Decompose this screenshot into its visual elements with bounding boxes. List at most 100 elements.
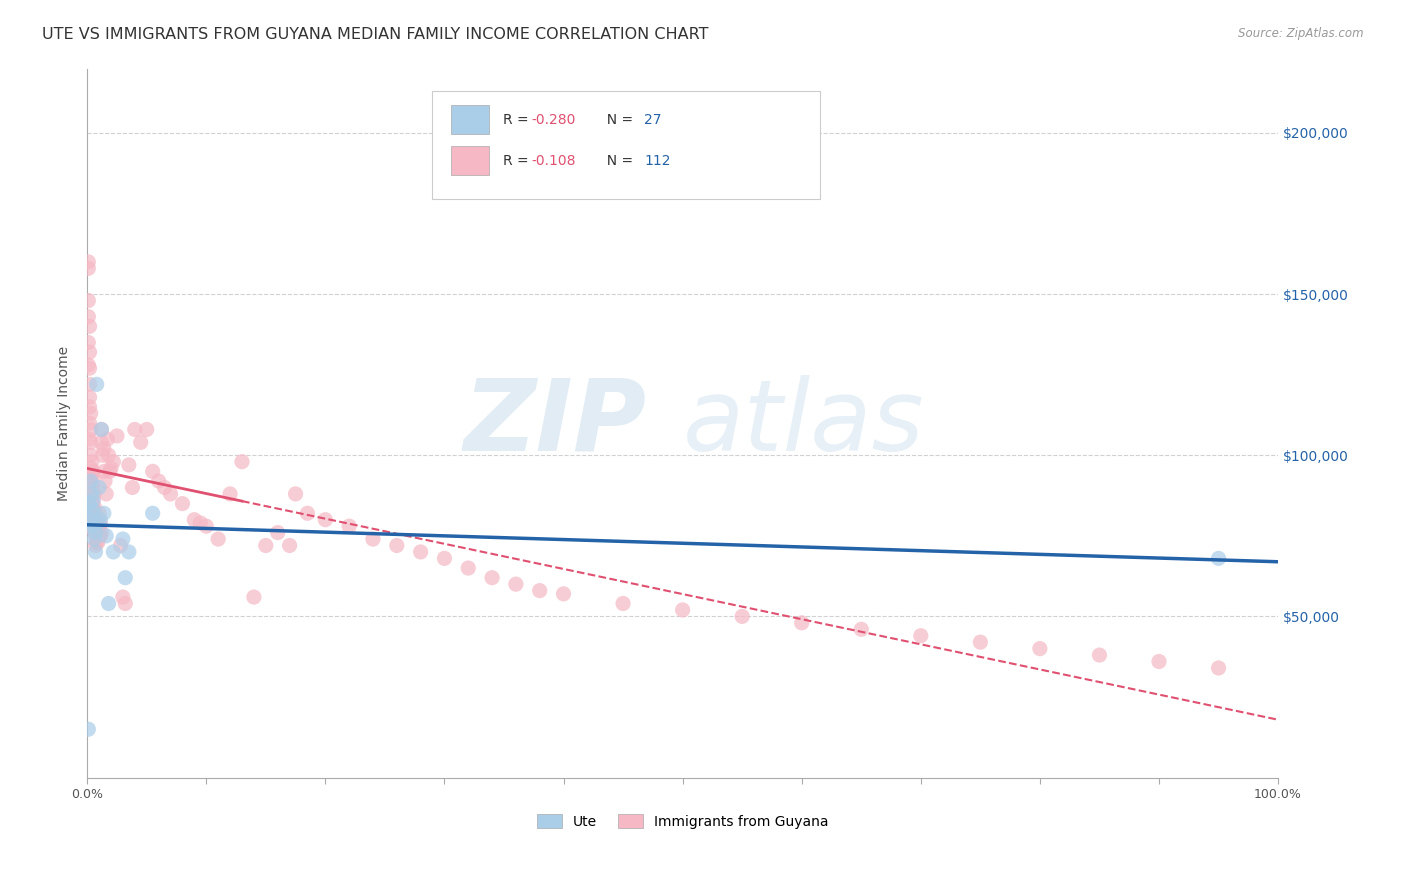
Point bbox=[82, 481, 104, 495]
Point bbox=[82, 493, 104, 508]
Point bbox=[80, 506, 103, 520]
Point bbox=[84, 506, 107, 520]
Point bbox=[80, 435, 103, 450]
Point bbox=[135, 422, 157, 436]
Point bbox=[731, 609, 754, 624]
Point bbox=[93, 442, 115, 456]
Text: -0.280: -0.280 bbox=[531, 113, 576, 128]
Point bbox=[103, 545, 125, 559]
Point bbox=[80, 487, 103, 501]
Point bbox=[433, 551, 456, 566]
Text: R =: R = bbox=[503, 113, 533, 128]
Point bbox=[1147, 655, 1170, 669]
Point bbox=[79, 319, 101, 334]
Point bbox=[79, 345, 101, 359]
Point bbox=[969, 635, 991, 649]
Point bbox=[80, 467, 103, 482]
Point bbox=[129, 435, 152, 450]
Point bbox=[84, 539, 107, 553]
Point bbox=[80, 406, 103, 420]
Point bbox=[505, 577, 527, 591]
Point bbox=[111, 532, 134, 546]
Text: 27: 27 bbox=[644, 113, 661, 128]
Point bbox=[97, 448, 120, 462]
Point bbox=[142, 464, 165, 478]
Point bbox=[77, 335, 100, 350]
Point bbox=[97, 597, 120, 611]
Point bbox=[89, 513, 111, 527]
Point bbox=[93, 464, 115, 478]
Point bbox=[103, 455, 125, 469]
Point bbox=[118, 545, 141, 559]
Point bbox=[86, 513, 108, 527]
Point bbox=[297, 506, 319, 520]
Point bbox=[84, 545, 107, 559]
Point bbox=[231, 455, 253, 469]
Point bbox=[87, 506, 110, 520]
Point bbox=[80, 481, 103, 495]
Point bbox=[219, 487, 242, 501]
Point bbox=[80, 422, 103, 436]
Point bbox=[87, 535, 110, 549]
Point bbox=[82, 464, 104, 478]
Y-axis label: Median Family Income: Median Family Income bbox=[58, 345, 72, 500]
Point bbox=[80, 474, 103, 488]
Point bbox=[183, 513, 205, 527]
Point bbox=[82, 503, 104, 517]
Point bbox=[284, 487, 307, 501]
Point bbox=[98, 464, 121, 478]
Point bbox=[529, 583, 551, 598]
Point bbox=[79, 513, 101, 527]
Point bbox=[672, 603, 695, 617]
Point bbox=[851, 622, 873, 636]
Point bbox=[79, 361, 101, 376]
Point bbox=[114, 597, 136, 611]
Legend: Ute, Immigrants from Guyana: Ute, Immigrants from Guyana bbox=[531, 808, 834, 834]
Point bbox=[87, 525, 110, 540]
Point bbox=[1029, 641, 1052, 656]
Point bbox=[90, 422, 112, 436]
Point bbox=[243, 590, 266, 604]
Text: R =: R = bbox=[503, 154, 533, 169]
Point bbox=[1208, 661, 1230, 675]
Point bbox=[409, 545, 432, 559]
Point bbox=[278, 539, 301, 553]
Point bbox=[80, 497, 103, 511]
Point bbox=[910, 629, 932, 643]
Point bbox=[148, 474, 170, 488]
Point bbox=[86, 535, 108, 549]
Point bbox=[79, 416, 101, 430]
Point bbox=[385, 539, 408, 553]
Point bbox=[83, 500, 105, 514]
Point bbox=[481, 571, 503, 585]
Point bbox=[337, 519, 360, 533]
Point bbox=[110, 539, 132, 553]
Point bbox=[77, 261, 100, 276]
Point bbox=[142, 506, 165, 520]
Point bbox=[612, 597, 634, 611]
Point bbox=[96, 432, 118, 446]
Point bbox=[82, 513, 104, 527]
Text: 112: 112 bbox=[644, 154, 671, 169]
Point bbox=[153, 481, 176, 495]
Point bbox=[105, 429, 128, 443]
Text: N =: N = bbox=[598, 113, 637, 128]
Point bbox=[84, 529, 107, 543]
Point bbox=[77, 722, 100, 736]
Point bbox=[79, 497, 101, 511]
Point bbox=[77, 293, 100, 308]
Point bbox=[90, 525, 112, 540]
Point bbox=[121, 481, 143, 495]
Point bbox=[80, 461, 103, 475]
Point bbox=[83, 487, 105, 501]
Point bbox=[86, 525, 108, 540]
Point bbox=[188, 516, 211, 530]
Point bbox=[80, 477, 103, 491]
Point bbox=[87, 529, 110, 543]
Point bbox=[207, 532, 229, 546]
Point bbox=[89, 516, 111, 530]
Point bbox=[80, 487, 103, 501]
Text: UTE VS IMMIGRANTS FROM GUYANA MEDIAN FAMILY INCOME CORRELATION CHART: UTE VS IMMIGRANTS FROM GUYANA MEDIAN FAM… bbox=[42, 27, 709, 42]
Point bbox=[79, 390, 101, 404]
Point bbox=[90, 435, 112, 450]
